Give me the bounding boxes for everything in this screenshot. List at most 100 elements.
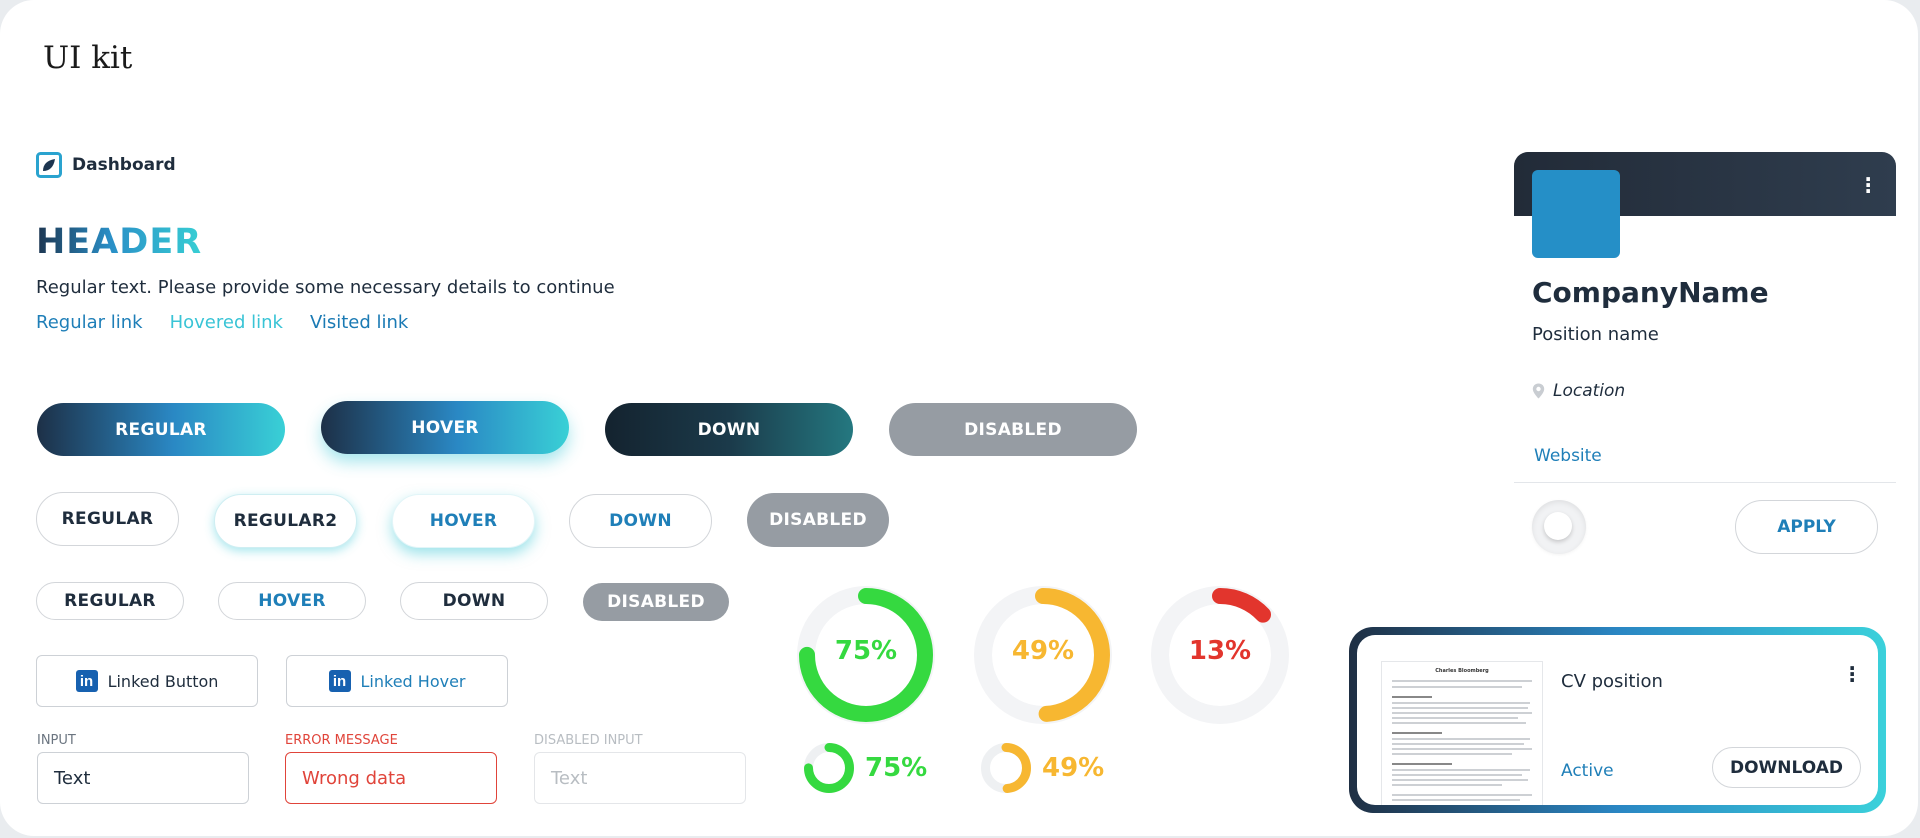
gradient-down-button[interactable]: DOWN <box>605 403 853 456</box>
outline-regular2-button[interactable]: REGULAR2 <box>214 494 357 548</box>
cv-line <box>1392 748 1532 750</box>
mini-progress: 75% <box>803 742 927 794</box>
ring-center <box>992 604 1094 706</box>
cv-line <box>1392 680 1532 682</box>
page-title: UI kit <box>43 40 133 76</box>
cv-line <box>1392 707 1528 709</box>
disabled-input: Text <box>534 752 746 804</box>
ring-arc <box>981 743 1031 793</box>
cv-line <box>1392 763 1452 765</box>
links-row: Regular link Hovered link Visited link <box>36 312 408 333</box>
text-input[interactable]: Text <box>37 752 249 804</box>
location: Location <box>1532 381 1625 401</box>
cv-line <box>1392 779 1528 781</box>
cv-line <box>1392 712 1532 714</box>
cv-status: Active <box>1561 761 1614 781</box>
outline-down-button[interactable]: DOWN <box>569 494 712 548</box>
cv-thumbnail[interactable]: Charles Bloomberg <box>1381 661 1543 805</box>
ring-center <box>815 604 917 706</box>
mini-progress-label: 75% <box>865 753 928 783</box>
company-logo <box>1532 170 1620 258</box>
error-input[interactable]: Wrong data <box>285 752 497 804</box>
company-card: · · · CompanyName Position name Location W… <box>1514 152 1896 557</box>
linkedin-hover-button[interactable]: in Linked Hover <box>286 655 508 707</box>
linkedin-icon: in <box>328 670 351 692</box>
gradient-disabled-button: DISABLED <box>889 403 1137 456</box>
cv-line <box>1392 769 1530 771</box>
ring-arc <box>799 588 933 722</box>
map-pin-icon <box>1532 383 1545 399</box>
error-label: ERROR MESSAGE <box>285 733 398 748</box>
apply-button[interactable]: APPLY <box>1735 500 1878 554</box>
outline-disabled-button: DISABLED <box>747 493 889 547</box>
outline-hover-button[interactable]: HOVER <box>392 494 535 548</box>
brand-dashboard[interactable]: Dashboard <box>36 152 176 178</box>
card-divider <box>1514 482 1896 483</box>
hovered-link[interactable]: Hovered link <box>169 312 283 333</box>
toggle-knob <box>1544 512 1572 540</box>
input-label: INPUT <box>37 733 76 748</box>
progress-ring: 13% <box>1149 584 1291 726</box>
cv-line <box>1392 717 1518 719</box>
ring-center <box>1169 604 1271 706</box>
cv-card: Charles Bloomberg <box>1349 627 1886 813</box>
progress-ring-graphic <box>797 586 935 724</box>
linkedin-button[interactable]: in Linked Button <box>36 655 258 707</box>
mini-progress-ring <box>981 743 1031 793</box>
cv-line <box>1392 774 1522 776</box>
cv-line <box>1392 722 1526 724</box>
cv-line <box>1392 799 1520 801</box>
cv-line <box>1392 753 1512 755</box>
cv-line <box>1392 686 1522 688</box>
header-title: HEADER <box>36 222 203 262</box>
company-name: CompanyName <box>1532 276 1769 309</box>
cv-thumbnail-title: Charles Bloomberg <box>1435 668 1489 674</box>
regular-text: Regular text. Please provide some necess… <box>36 277 615 298</box>
small-disabled-button: DISABLED <box>583 583 729 621</box>
cv-title: CV position <box>1561 671 1663 692</box>
gradient-hover-button[interactable]: HOVER <box>321 401 569 454</box>
visited-link[interactable]: Visited link <box>309 312 409 333</box>
small-down-button[interactable]: DOWN <box>400 582 548 620</box>
cv-line <box>1392 743 1524 745</box>
position-name: Position name <box>1532 324 1659 345</box>
progress-ring: 75% <box>795 584 937 726</box>
small-regular-button[interactable]: REGULAR <box>36 582 184 620</box>
progress-ring-graphic <box>974 586 1112 724</box>
progress-ring-label: 75% <box>834 636 898 666</box>
website-link[interactable]: Website <box>1534 446 1602 466</box>
download-button[interactable]: DOWNLOAD <box>1712 747 1861 788</box>
ring-arc <box>976 588 1110 722</box>
cv-line <box>1392 732 1442 734</box>
small-hover-button[interactable]: HOVER <box>218 582 366 620</box>
brand-label: Dashboard <box>72 155 176 175</box>
cv-line <box>1392 784 1502 786</box>
cv-line <box>1392 702 1530 704</box>
location-label: Location <box>1553 381 1626 401</box>
cv-card-inner: Charles Bloomberg <box>1357 635 1878 805</box>
linkedin-hover-label: Linked Hover <box>360 671 466 691</box>
regular-link[interactable]: Regular link <box>36 312 143 333</box>
more-vertical-icon[interactable]: · · · <box>1864 167 1872 203</box>
linkedin-button-label: Linked Button <box>107 671 219 691</box>
more-vertical-icon[interactable]: · · · <box>1848 656 1856 692</box>
toggle-switch[interactable] <box>1532 500 1586 554</box>
cv-line <box>1392 794 1532 796</box>
mini-progress: 49% <box>980 742 1104 794</box>
cv-line <box>1392 696 1432 698</box>
ring-arc <box>1153 588 1287 722</box>
ring-arc <box>804 743 854 793</box>
progress-ring-graphic <box>1151 586 1289 724</box>
progress-ring-label: 49% <box>1011 636 1075 666</box>
gradient-regular-button[interactable]: REGULAR <box>37 403 285 456</box>
linkedin-icon: in <box>75 670 98 692</box>
disabled-input-label: DISABLED INPUT <box>534 733 643 748</box>
outline-regular-button[interactable]: REGULAR <box>36 492 179 546</box>
progress-ring-label: 13% <box>1188 636 1252 666</box>
dashboard-logo-icon <box>36 152 62 178</box>
mini-progress-label: 49% <box>1042 753 1105 783</box>
mini-progress-ring <box>804 743 854 793</box>
progress-ring: 49% <box>972 584 1114 726</box>
cv-line <box>1392 738 1530 740</box>
